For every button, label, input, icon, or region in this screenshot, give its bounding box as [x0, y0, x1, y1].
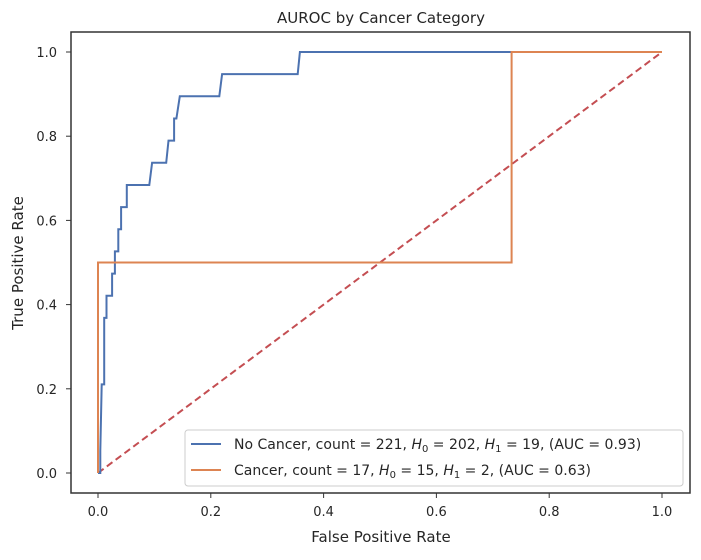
x-axis-label: False Positive Rate	[311, 528, 450, 546]
legend-entry-cancer: Cancer, count = 17, H0 = 15, H1 = 2, (AU…	[234, 463, 591, 481]
x-tick-label: 1.0	[652, 505, 673, 520]
legend: No Cancer, count = 221, H0 = 202, H1 = 1…	[184, 429, 684, 487]
series-line-no-cancer	[98, 51, 662, 474]
series-line-chance	[97, 51, 663, 474]
axis-ticks: 0.0 0.2 0.4 0.6 0.8 1.0 0.0 0.2 0.4 0.6 0.8 1.0	[36, 46, 672, 520]
x-tick-label: 0.2	[200, 505, 221, 520]
y-tick-label: 0.4	[36, 299, 57, 314]
y-tick-label: 0.6	[36, 214, 57, 229]
x-tick-label: 0.0	[88, 505, 109, 520]
plot-area	[97, 51, 663, 474]
series-line-cancer	[97, 51, 662, 473]
legend-box	[184, 429, 684, 487]
axes-frame	[70, 31, 691, 494]
y-tick-label: 0.8	[36, 130, 57, 145]
y-tick-label: 0.2	[36, 383, 57, 398]
legend-entry-no-cancer: No Cancer, count = 221, H0 = 202, H1 = 1…	[234, 437, 641, 455]
x-tick-label: 0.6	[426, 505, 447, 520]
x-tick-label: 0.4	[313, 505, 334, 520]
y-axis-label: True Positive Rate	[9, 196, 27, 331]
chart-title: AUROC by Cancer Category	[277, 9, 485, 27]
y-tick-label: 0.0	[36, 467, 57, 482]
y-tick-label: 1.0	[36, 46, 57, 61]
x-tick-label: 0.8	[539, 505, 560, 520]
